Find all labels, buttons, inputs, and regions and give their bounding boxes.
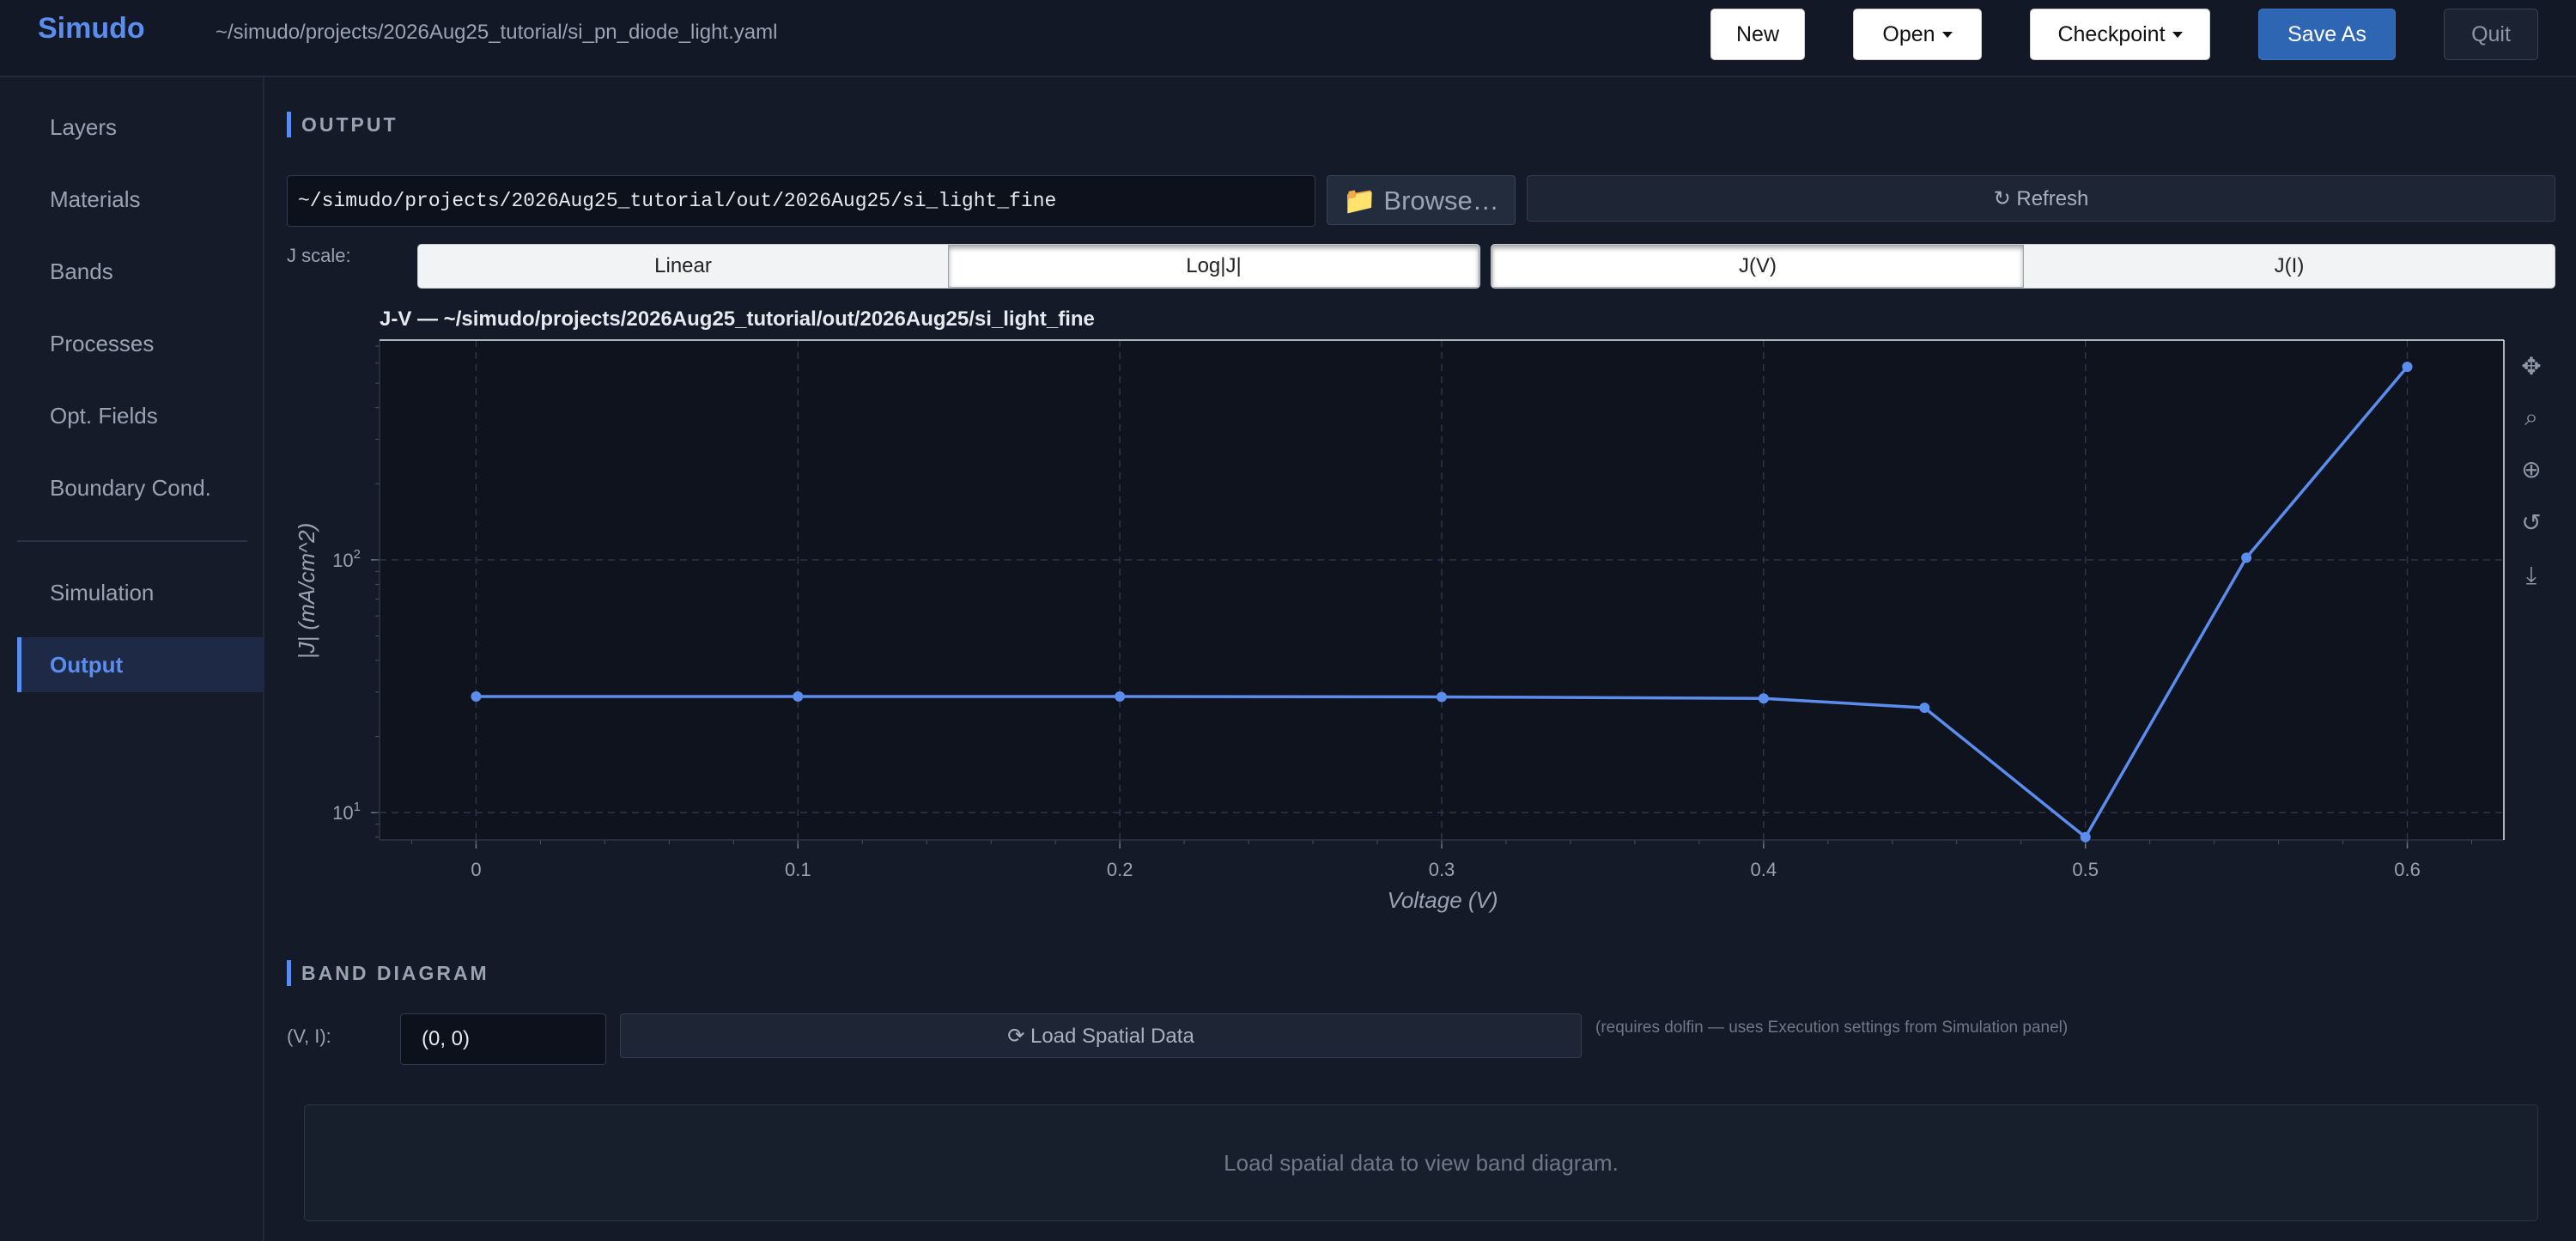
sidebar-item-bands[interactable]: Bands — [17, 244, 264, 299]
chart-ticks: 0 0.1 0.2 0.3 0.4 0.5 0.6 101 102 — [332, 340, 2504, 880]
new-button-label: New — [1735, 21, 1779, 46]
chevron-down-icon — [2172, 31, 2183, 38]
jv-data-point — [1115, 691, 1126, 703]
sidebar-item-layers[interactable]: Layers — [17, 100, 264, 155]
j-scale-toggle: Linear Log|J| — [417, 244, 1480, 289]
sidebar-item-label: Layers — [50, 113, 118, 140]
sidebar-item-label: Bands — [50, 258, 113, 284]
sidebar-item-label: Boundary Cond. — [50, 474, 211, 501]
x-tick-label: 0.1 — [785, 859, 811, 880]
load-button-label: ⟳ Load Spatial Data — [1007, 1024, 1194, 1048]
jv-data-point — [2402, 362, 2413, 373]
jv-data-point — [1437, 691, 1447, 703]
output-path-input[interactable]: ~/simudo/projects/2026Aug25_tutorial/out… — [287, 175, 1315, 227]
sidebar-item-processes[interactable]: Processes — [17, 316, 264, 371]
y-tick-label: 102 — [332, 547, 361, 571]
sidebar-item-label: Opt. Fields — [50, 402, 158, 429]
save-as-button-label: Save As — [2287, 21, 2366, 46]
vi-input[interactable]: (0, 0) — [400, 1013, 606, 1065]
x-tick-label: 0.2 — [1107, 859, 1133, 880]
jv-data-point — [1758, 693, 1769, 704]
output-section-title: OUTPUT — [287, 112, 398, 137]
checkpoint-button[interactable]: Checkpoint — [2030, 9, 2210, 60]
sidebar-divider — [17, 540, 247, 542]
sidebar-item-simulation[interactable]: Simulation — [17, 565, 264, 620]
plot-type-toggle: J(V) J(I) — [1491, 244, 2555, 289]
x-tick-label: 0.4 — [1751, 859, 1777, 880]
zoom-icon[interactable]: ⌕ — [2524, 403, 2538, 430]
chevron-down-icon — [1941, 31, 1953, 38]
sidebar-item-label: Output — [50, 651, 124, 678]
quit-button[interactable]: Quit — [2444, 9, 2538, 60]
j-scale-label: J scale: — [287, 245, 351, 266]
open-button-label: Open — [1882, 21, 1935, 46]
sidebar-item-label: Simulation — [50, 579, 155, 605]
new-button[interactable]: New — [1710, 9, 1805, 60]
jv-data-point — [793, 691, 804, 703]
quit-button-label: Quit — [2471, 21, 2511, 46]
browse-button[interactable]: 📁 Browse… — [1327, 175, 1516, 225]
project-file-path: ~/simudo/projects/2026Aug25_tutorial/si_… — [216, 21, 778, 44]
checkpoint-button-label: Checkpoint — [2057, 21, 2166, 46]
x-axis-label: Voltage (V) — [1387, 887, 1498, 913]
dolfin-hint: (requires dolfin — uses Execution settin… — [1595, 1019, 2069, 1037]
sidebar-item-materials[interactable]: Materials — [17, 172, 264, 227]
load-spatial-data-button[interactable]: ⟳ Load Spatial Data — [620, 1013, 1582, 1058]
jv-data-point — [471, 691, 482, 703]
app-brand: Simudo — [38, 12, 145, 45]
band-section-title: BAND DIAGRAM — [287, 960, 489, 986]
refresh-button[interactable]: ↻ Refresh — [1527, 175, 2555, 222]
sidebar-item-boundary-cond[interactable]: Boundary Cond. — [17, 460, 264, 515]
x-tick-label: 0 — [471, 859, 481, 880]
save-as-button[interactable]: Save As — [2258, 9, 2396, 60]
open-button[interactable]: Open — [1853, 9, 1982, 60]
top-bar: Simudo ~/simudo/projects/2026Aug25_tutor… — [0, 0, 2576, 77]
sidebar-item-label: Materials — [50, 186, 141, 212]
chart-grid — [380, 340, 2504, 840]
scale-option-linear[interactable]: Linear — [654, 254, 712, 277]
sidebar: Layers Materials Bands Processes Opt. Fi… — [0, 77, 264, 1241]
pan-icon[interactable]: ✥ — [2521, 352, 2542, 380]
y-tick-label: 101 — [332, 800, 361, 824]
sidebar-item-label: Processes — [50, 330, 155, 356]
sidebar-item-opt-fields[interactable]: Opt. Fields — [17, 388, 264, 443]
jv-data-point — [2080, 831, 2091, 843]
jv-data-point — [2241, 552, 2252, 563]
y-axis-label: |J| (mA/cm^2) — [294, 523, 319, 660]
vi-label: (V, I): — [287, 1025, 331, 1047]
chart-series — [471, 362, 2413, 843]
refresh-button-label: ↻ Refresh — [1993, 186, 2089, 210]
reset-axes-icon[interactable]: ↺ — [2521, 508, 2542, 536]
plot-area — [380, 340, 2504, 840]
jv-data-point — [1919, 703, 1930, 714]
x-tick-label: 0.6 — [2394, 859, 2421, 880]
autoscale-icon[interactable]: ⊕ — [2521, 455, 2542, 483]
scale-option-log[interactable]: Log|J| — [948, 245, 1479, 288]
band-placeholder-text: Load spatial data to view band diagram. — [1224, 1149, 1619, 1176]
browse-button-label: 📁 Browse… — [1343, 185, 1499, 216]
band-diagram-panel: Load spatial data to view band diagram. — [304, 1104, 2538, 1221]
chart-title: J-V — ~/simudo/projects/2026Aug25_tutori… — [380, 307, 1095, 331]
plot-option-jv[interactable]: J(V) — [1492, 245, 2024, 288]
download-icon[interactable]: ⤓ — [2525, 561, 2537, 588]
x-tick-label: 0.5 — [2072, 859, 2099, 880]
x-tick-label: 0.3 — [1429, 859, 1455, 880]
sidebar-item-output[interactable]: Output — [17, 637, 264, 692]
plot-option-ji[interactable]: J(I) — [2274, 254, 2305, 277]
